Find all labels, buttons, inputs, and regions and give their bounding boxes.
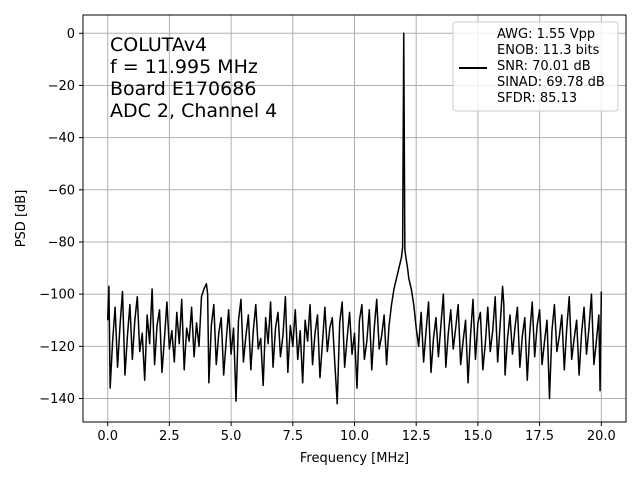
legend-awg: AWG: 1.55 Vpp [497, 27, 595, 42]
annotation-frequency: f = 11.995 MHz [110, 56, 258, 78]
x-tick-label: 0.0 [97, 429, 118, 444]
legend-sfdr: SFDR: 85.13 [497, 91, 577, 106]
x-tick-label: 12.5 [402, 429, 431, 444]
x-tick-label: 17.5 [525, 429, 554, 444]
x-tick-label: 2.5 [159, 429, 180, 444]
y-tick-label: −140 [39, 392, 75, 407]
x-tick-label: 5.0 [221, 429, 242, 444]
x-axis-ticks: 0.0 2.5 5.0 7.5 10.0 12.5 15.0 17.5 20.0 [97, 422, 616, 444]
legend-snr: SNR: 70.01 dB [497, 59, 591, 74]
y-tick-label: −80 [48, 235, 75, 250]
annotation-device: COLUTAv4 [110, 34, 207, 56]
legend-sinad: SINAD: 69.78 dB [497, 75, 605, 90]
x-tick-label: 7.5 [282, 429, 303, 444]
annotation-channel: ADC 2, Channel 4 [110, 100, 277, 122]
y-tick-label: 0 [67, 27, 75, 42]
y-tick-label: −20 [48, 79, 75, 94]
x-tick-label: 10.0 [340, 429, 369, 444]
y-axis-label: PSD [dB] [14, 190, 29, 248]
y-tick-label: −60 [48, 183, 75, 198]
y-tick-label: −120 [39, 340, 75, 355]
trace-layer [106, 32, 603, 405]
annotation-board: Board E170686 [110, 78, 256, 100]
x-tick-label: 15.0 [463, 429, 492, 444]
psd-trace [106, 32, 603, 405]
legend-enob: ENOB: 11.3 bits [497, 43, 600, 58]
y-tick-label: −40 [48, 131, 75, 146]
y-axis-ticks: 0 −20 −40 −60 −80 −100 −120 −140 [39, 27, 83, 407]
y-tick-label: −100 [39, 288, 75, 303]
chart-annotation: COLUTAv4 f = 11.995 MHz Board E170686 AD… [110, 34, 277, 122]
x-axis-label: Frequency [MHz] [300, 451, 409, 466]
legend-box [452, 21, 619, 112]
x-tick-label: 20.0 [587, 429, 616, 444]
legend: AWG: 1.55 Vpp ENOB: 11.3 bits SNR: 70.01… [452, 21, 619, 112]
